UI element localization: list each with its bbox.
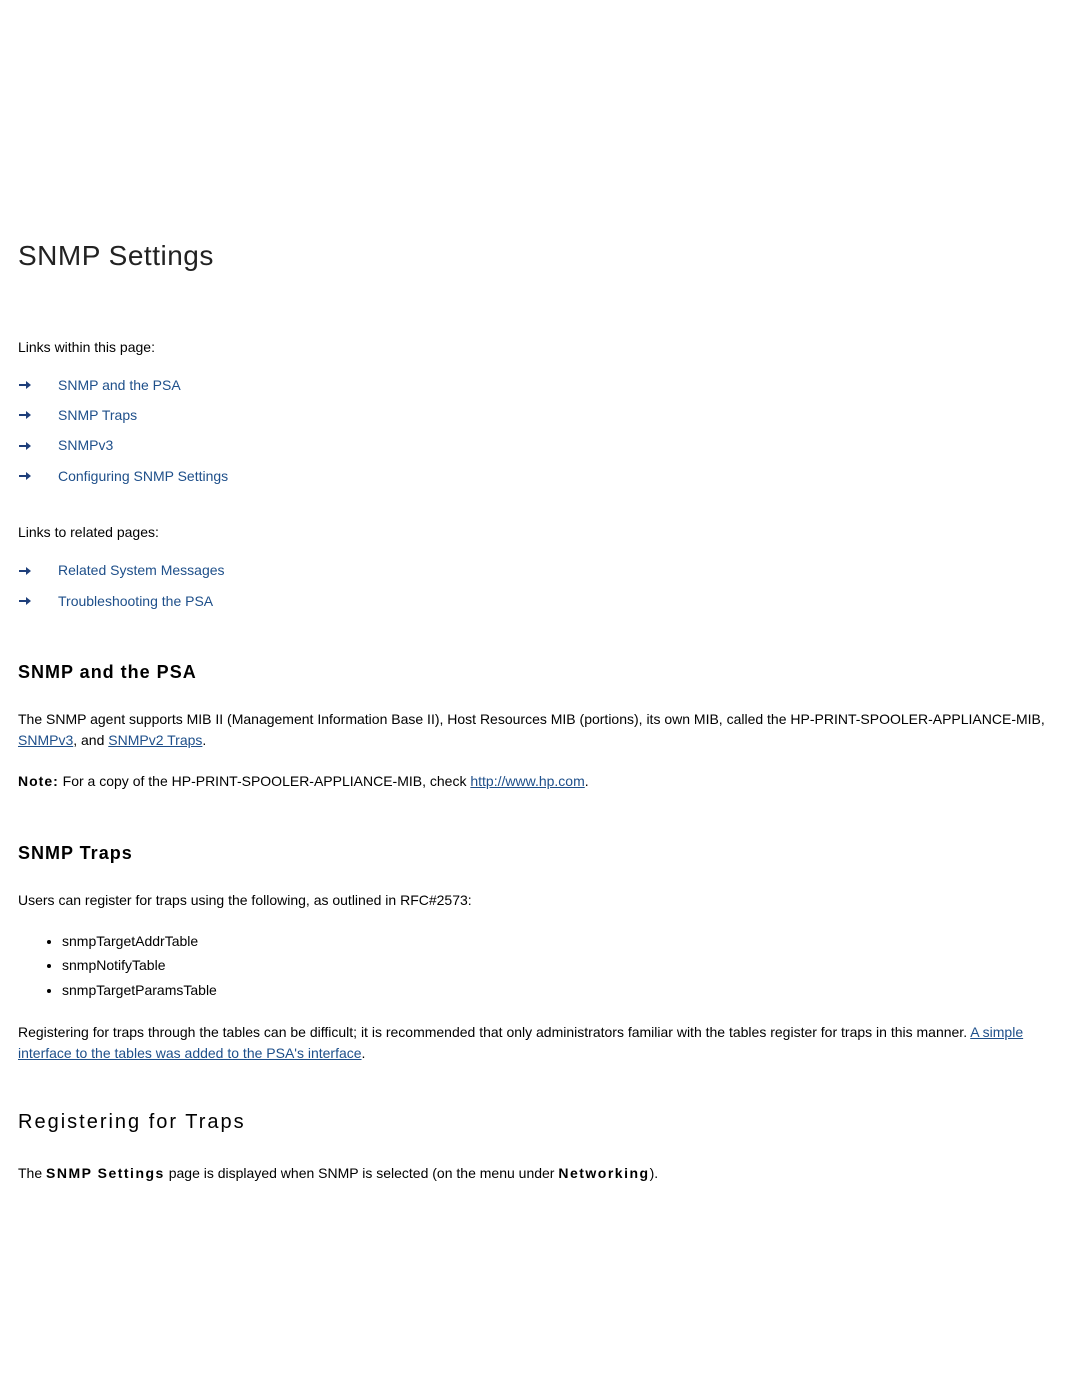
section-heading-registering: Registering for Traps — [18, 1108, 1062, 1137]
nav-link-related-msgs[interactable]: Related System Messages — [58, 560, 225, 580]
nav-link-troubleshoot[interactable]: Troubleshooting the PSA — [58, 591, 213, 611]
bullet-list: snmpTargetAddrTable snmpNotifyTable snmp… — [62, 931, 1062, 1000]
link-snmpv2-traps[interactable]: SNMPv2 Traps — [108, 732, 202, 748]
list-item: snmpNotifyTable — [62, 955, 1062, 975]
note-label: Note: — [18, 773, 59, 789]
text-bold: Networking — [558, 1165, 649, 1181]
nav-link-snmp-traps[interactable]: SNMP Traps — [58, 405, 137, 425]
links-within-label: Links within this page: — [18, 337, 1062, 357]
list-item: SNMPv3 — [18, 435, 1062, 455]
nav-link-snmpv3[interactable]: SNMPv3 — [58, 435, 113, 455]
nav-link-snmp-psa[interactable]: SNMP and the PSA — [58, 375, 181, 395]
text: page is displayed when SNMP is selected … — [165, 1165, 559, 1181]
arrow-icon — [18, 469, 32, 483]
links-related-label: Links to related pages: — [18, 522, 1062, 542]
paragraph-note: Note: For a copy of the HP-PRINT-SPOOLER… — [18, 771, 1062, 792]
arrow-icon — [18, 564, 32, 578]
arrow-icon — [18, 378, 32, 392]
text: . — [585, 773, 589, 789]
section-heading-snmp-psa: SNMP and the PSA — [18, 659, 1062, 685]
arrow-icon — [18, 439, 32, 453]
list-item: snmpTargetAddrTable — [62, 931, 1062, 951]
link-snmpv3[interactable]: SNMPv3 — [18, 732, 73, 748]
list-item: SNMP Traps — [18, 405, 1062, 425]
list-item: Configuring SNMP Settings — [18, 466, 1062, 486]
text: Registering for traps through the tables… — [18, 1024, 970, 1040]
text: . — [202, 732, 206, 748]
text: For a copy of the HP-PRINT-SPOOLER-APPLI… — [59, 773, 471, 789]
list-item: snmpTargetParamsTable — [62, 980, 1062, 1000]
text: . — [362, 1045, 366, 1061]
paragraph: The SNMP Settings page is displayed when… — [18, 1163, 1062, 1184]
page-title: SNMP Settings — [18, 236, 1062, 277]
text: , and — [73, 732, 108, 748]
nav-link-config-snmp[interactable]: Configuring SNMP Settings — [58, 466, 228, 486]
list-item: Related System Messages — [18, 560, 1062, 580]
paragraph: Users can register for traps using the f… — [18, 890, 1062, 911]
links-within-list: SNMP and the PSA SNMP Traps SNMPv3 Confi… — [18, 375, 1062, 486]
list-item: Troubleshooting the PSA — [18, 591, 1062, 611]
paragraph: Registering for traps through the tables… — [18, 1022, 1062, 1064]
links-related-list: Related System Messages Troubleshooting … — [18, 560, 1062, 611]
paragraph: The SNMP agent supports MIB II (Manageme… — [18, 709, 1062, 751]
text: ). — [650, 1165, 659, 1181]
arrow-icon — [18, 408, 32, 422]
text-bold: SNMP Settings — [46, 1165, 165, 1181]
link-hp-com[interactable]: http://www.hp.com — [470, 773, 584, 789]
arrow-icon — [18, 594, 32, 608]
list-item: SNMP and the PSA — [18, 375, 1062, 395]
text: The SNMP agent supports MIB II (Manageme… — [18, 711, 1045, 727]
text: The — [18, 1165, 46, 1181]
section-heading-snmp-traps: SNMP Traps — [18, 840, 1062, 866]
